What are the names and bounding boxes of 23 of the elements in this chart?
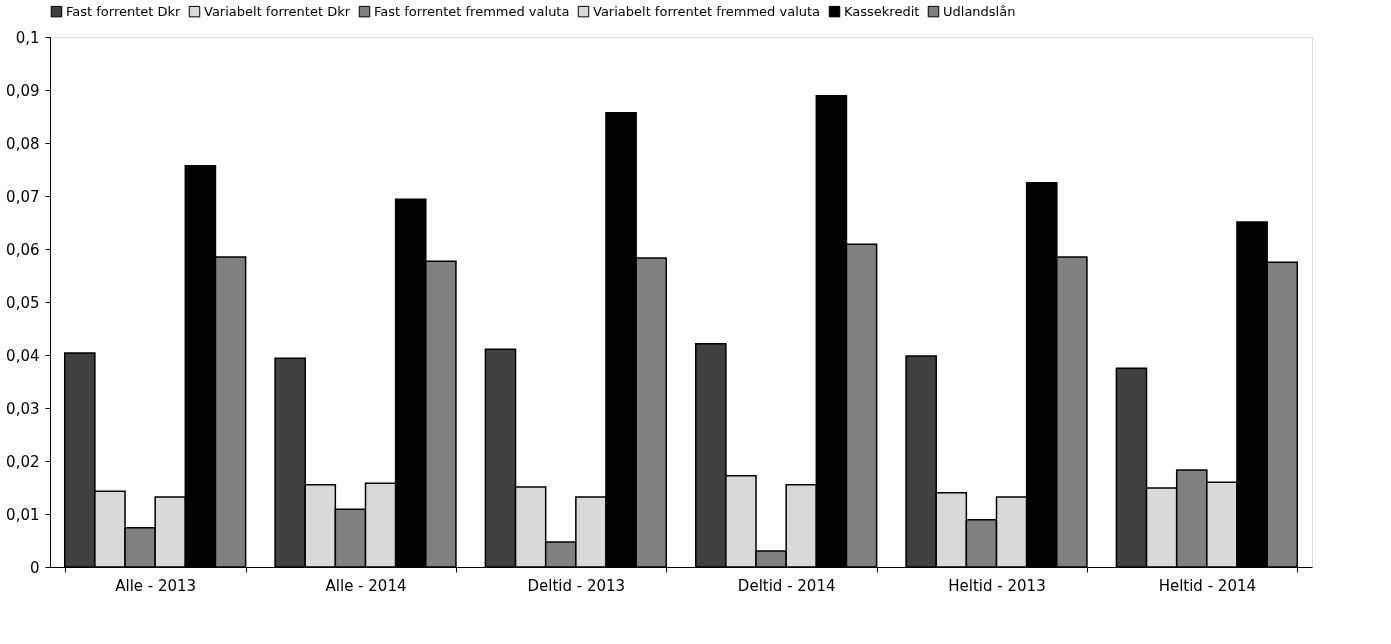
y-tick-label: 0,06: [6, 240, 40, 259]
legend-label: Fast forrentet Dkr: [66, 3, 182, 19]
legend-label: Variabelt forrentet fremmed valuta: [593, 3, 821, 19]
legend-label: Variabelt forrentet Dkr: [204, 3, 351, 19]
y-tick-label: 0,02: [6, 452, 40, 471]
y-tick-label: 0,03: [6, 399, 40, 418]
y-tick-label: 0,1: [15, 28, 40, 47]
x-tick-label: Heltid - 2013: [948, 576, 1046, 595]
y-tick-label: 0: [29, 558, 40, 577]
x-tick-label: Alle - 2014: [325, 576, 407, 595]
x-tick-label: Heltid - 2014: [1158, 576, 1257, 595]
y-tick-label: 0,01: [6, 505, 40, 524]
x-tick-label: Alle - 2013: [115, 576, 197, 595]
y-tick-label: 0,08: [6, 134, 40, 153]
legend-label: Kassekredit: [844, 3, 920, 19]
legend-label: Fast forrentet fremmed valuta: [374, 3, 570, 19]
y-tick-label: 0,05: [6, 293, 40, 312]
y-tick-label: 0,07: [6, 187, 40, 206]
x-tick-label: Deltid - 2013: [527, 576, 626, 595]
y-tick-label: 0,04: [6, 346, 40, 365]
y-tick-label: 0,09: [6, 81, 40, 100]
x-tick-label: Deltid - 2014: [737, 576, 836, 595]
legend-label: Udlandslån: [943, 3, 1016, 19]
